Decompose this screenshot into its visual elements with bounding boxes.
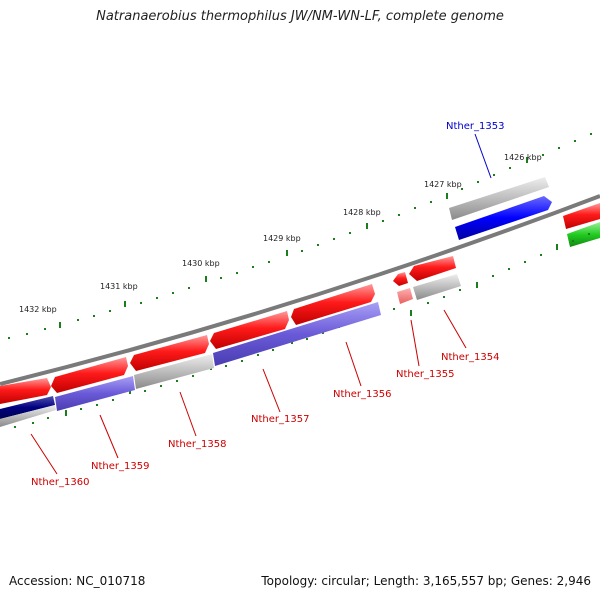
gene-arrow-nther-1356-red[interactable]	[291, 284, 375, 325]
scale-label-1426: 1426 kbp	[504, 153, 542, 162]
gene-arrow-right-edge-red[interactable]	[563, 203, 600, 229]
genome-backbone	[0, 194, 600, 386]
genome-title: Natranaerobius thermophilus JW/NM-WN-LF,…	[96, 9, 504, 24]
gene-arrow-nther-1358-gray[interactable]	[134, 354, 214, 389]
gene-arrow-right-edge-green[interactable]	[567, 222, 600, 247]
gene-label-nther-1354[interactable]: Nther_1354	[441, 352, 499, 363]
gene-arrow-nther-1353-gray[interactable]	[449, 177, 549, 220]
gene-arrow-nther-1354-red[interactable]	[409, 256, 456, 281]
gene-arrow-nther-1354-gray[interactable]	[413, 274, 461, 300]
gene-arrow-nther-1358-red[interactable]	[130, 335, 209, 371]
accession-text: Accession: NC_010718	[9, 574, 146, 588]
gene-label-leaders	[30, 133, 492, 475]
gene-arrow-nther-1355-red[interactable]	[393, 272, 408, 286]
gene-label-nther-1359[interactable]: Nther_1359	[91, 461, 149, 472]
gene-label-nther-1360[interactable]: Nther_1360	[31, 477, 89, 488]
gene-arrow-nther-1360-navy[interactable]	[0, 396, 55, 419]
scale-label-1430: 1430 kbp	[182, 259, 220, 268]
scale-label-1431: 1431 kbp	[100, 282, 138, 291]
gene-arrow-nther-1360-red[interactable]	[0, 378, 51, 404]
gene-label-nther-1353[interactable]: Nther_1353	[446, 121, 504, 132]
gene-label-nther-1357[interactable]: Nther_1357	[251, 414, 309, 425]
genome-summary-text: Topology: circular; Length: 3,165,557 bp…	[261, 574, 591, 588]
scale-label-1432: 1432 kbp	[19, 305, 57, 314]
gene-arrow-nther-1357-red[interactable]	[210, 311, 289, 349]
scale-label-1427: 1427 kbp	[424, 180, 462, 189]
gene-label-nther-1358[interactable]: Nther_1358	[168, 439, 226, 450]
gene-arrow-nther-1353[interactable]	[455, 196, 552, 240]
scale-label-1428: 1428 kbp	[343, 208, 381, 217]
gene-label-nther-1356[interactable]: Nther_1356	[333, 389, 391, 400]
gene-arrow-nther-1355-pink[interactable]	[397, 288, 413, 304]
gene-label-nther-1355[interactable]: Nther_1355	[396, 369, 454, 380]
gene-arrow-nther-1360-gray[interactable]	[0, 405, 56, 427]
gene-arrow-nther-1359-red[interactable]	[51, 357, 128, 393]
scale-ticks-outer	[8, 133, 592, 339]
scale-label-1429: 1429 kbp	[263, 234, 301, 243]
gene-arrow-nther-1357-purple[interactable]	[213, 302, 381, 366]
gene-arrow-nther-1359-purple[interactable]	[55, 376, 135, 411]
